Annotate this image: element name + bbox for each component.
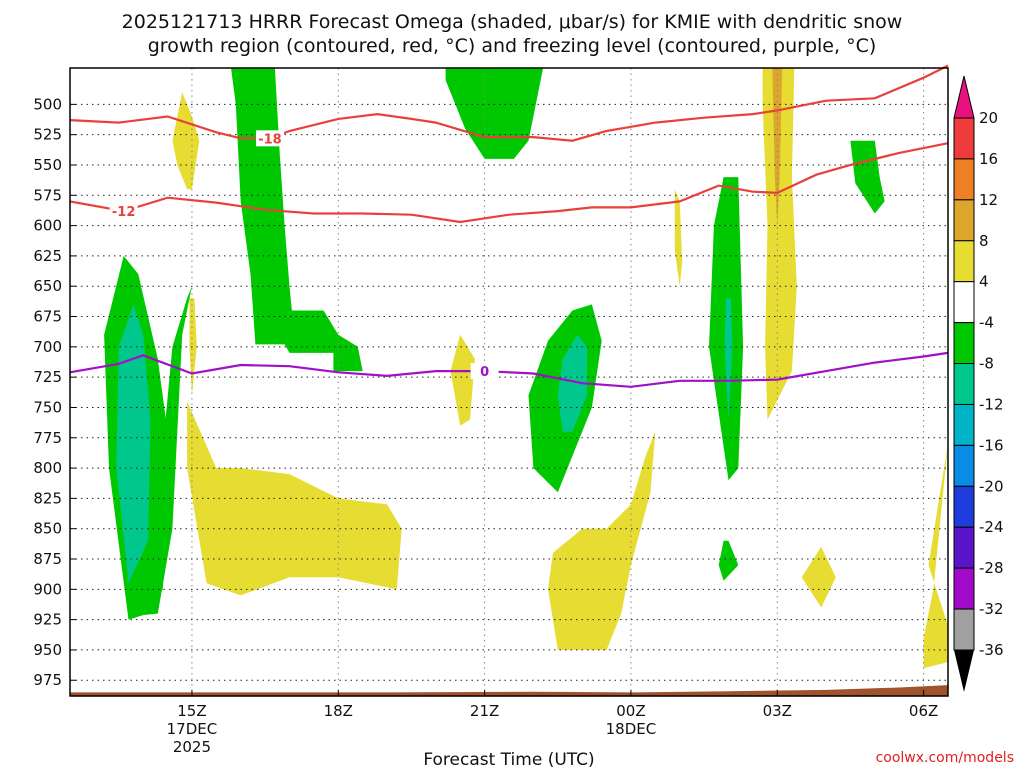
ytick-label-700: 700 xyxy=(33,338,62,356)
xtick-label-15Z: 15Z xyxy=(177,702,206,720)
dgz-minus18-line xyxy=(69,64,949,142)
ytick-label-500: 500 xyxy=(33,95,62,113)
colorbar-band-4 xyxy=(953,240,975,283)
dgz-minus12-label-bg xyxy=(109,203,138,220)
colorbar-top-arrow xyxy=(953,75,975,119)
colorbar-label-12: 12 xyxy=(979,191,998,209)
ytick-label-600: 600 xyxy=(33,217,62,235)
ytick-label-775: 775 xyxy=(33,429,62,447)
ytick-label-800: 800 xyxy=(33,459,62,477)
omega-teal-west xyxy=(116,304,151,584)
xtick-label-21Z: 21Z xyxy=(470,702,499,720)
dgz-minus18-label-bg xyxy=(255,130,284,147)
plot-area: -18 -12 0 500 525 550 575 600 625 650 675 700 725 750… xyxy=(33,64,949,756)
ytick-label-950: 950 xyxy=(33,641,62,659)
omega-yellow-03z-column xyxy=(762,68,797,420)
dgz-minus18-label: -18 xyxy=(258,132,282,147)
ytick-label-575: 575 xyxy=(33,186,62,204)
freezing-level-0-label: 0 xyxy=(480,365,489,380)
ytick-label-625: 625 xyxy=(33,247,62,265)
colorbar-band--28 xyxy=(953,526,975,569)
chart-title-line1: 2025121713 HRRR Forecast Omega (shaded, … xyxy=(122,11,903,33)
colorbar-label--12: -12 xyxy=(979,395,1004,413)
ytick-label-875: 875 xyxy=(33,550,62,568)
colorbar-label-4: 4 xyxy=(979,273,989,291)
xtick-sublabel-2025: 2025 xyxy=(173,738,211,756)
colorbar-band-12 xyxy=(953,158,975,201)
ytick-label-550: 550 xyxy=(33,156,62,174)
colorbar-label--28: -28 xyxy=(979,559,1004,577)
plot-background xyxy=(70,68,948,696)
omega-teal-02z xyxy=(724,298,733,420)
ytick-label-975: 975 xyxy=(33,671,62,689)
freezing-level-0-label-bg xyxy=(470,363,499,380)
colorbar-band--32 xyxy=(953,567,975,610)
colorbar-band--16 xyxy=(953,403,975,446)
colorbar-label-20: 20 xyxy=(979,109,998,127)
credit-text: coolwx.com/models xyxy=(876,750,1014,766)
omega-yellow-23z-low xyxy=(548,431,656,650)
xtick-label-03Z: 03Z xyxy=(763,702,792,720)
omega-yellow-15z-thin xyxy=(189,298,197,396)
colorbar-label--24: -24 xyxy=(979,518,1004,536)
colorbar-label-16: 16 xyxy=(979,150,998,168)
omega-yellow-07z-right xyxy=(923,443,948,669)
colorbar: 20 16 12 8 4 -4 -8 -12 -16 -20 -24 -28 -32 -36 xyxy=(953,75,1004,692)
colorbar-label--32: -32 xyxy=(979,600,1004,618)
omega-yellow-15z-top xyxy=(172,92,200,190)
ytick-label-650: 650 xyxy=(33,277,62,295)
ytick-label-725: 725 xyxy=(33,368,62,386)
omega-yellow-04z xyxy=(801,546,836,608)
terrain-band xyxy=(70,685,948,696)
colorbar-label-8: 8 xyxy=(979,232,989,250)
colorbar-band-8 xyxy=(953,199,975,242)
ytick-label-850: 850 xyxy=(33,520,62,538)
plot-frame xyxy=(69,67,949,697)
omega-yellow-20z xyxy=(450,334,475,426)
colorbar-band--8 xyxy=(953,322,975,365)
omega-orange-03z xyxy=(772,68,783,226)
omega-green-02z-low xyxy=(718,540,739,581)
ytick-label-750: 750 xyxy=(33,398,62,416)
colorbar-label--36: -36 xyxy=(979,641,1004,659)
omega-yellow-16z-low xyxy=(187,401,402,596)
ytick-label-525: 525 xyxy=(33,126,62,144)
colorbar-band-16 xyxy=(953,117,975,160)
colorbar-label--20: -20 xyxy=(979,477,1004,495)
ytick-label-825: 825 xyxy=(33,489,62,507)
colorbar-band--36 xyxy=(953,608,975,651)
dgz-minus12-line xyxy=(69,142,949,224)
xtick-label-18Z: 18Z xyxy=(324,702,353,720)
xtick-sublabel-17DEC: 17DEC xyxy=(167,720,218,738)
ytick-label-925: 925 xyxy=(33,611,62,629)
chart-title-line2: growth region (contoured, red, °C) and f… xyxy=(148,35,877,57)
xtick-sublabel-18DEC: 18DEC xyxy=(606,720,657,738)
ytick-label-900: 900 xyxy=(33,580,62,598)
colorbar-band--4 xyxy=(953,281,975,324)
colorbar-band--20 xyxy=(953,444,975,487)
xtick-label-06Z: 06Z xyxy=(909,702,938,720)
xtick-label-00Z: 00Z xyxy=(616,702,645,720)
freezing-level-0-line xyxy=(69,351,949,388)
colorbar-bottom-arrow xyxy=(954,650,974,692)
omega-yellow-01z xyxy=(674,189,683,287)
x-axis-label: Forecast Time (UTC) xyxy=(423,750,594,768)
colorbar-label--4: -4 xyxy=(979,314,994,332)
colorbar-label--16: -16 xyxy=(979,436,1004,454)
ytick-label-675: 675 xyxy=(33,308,62,326)
colorbar-band--24 xyxy=(953,485,975,528)
colorbar-band--12 xyxy=(953,363,975,405)
colorbar-label--8: -8 xyxy=(979,355,994,373)
dgz-minus12-label: -12 xyxy=(112,205,136,220)
